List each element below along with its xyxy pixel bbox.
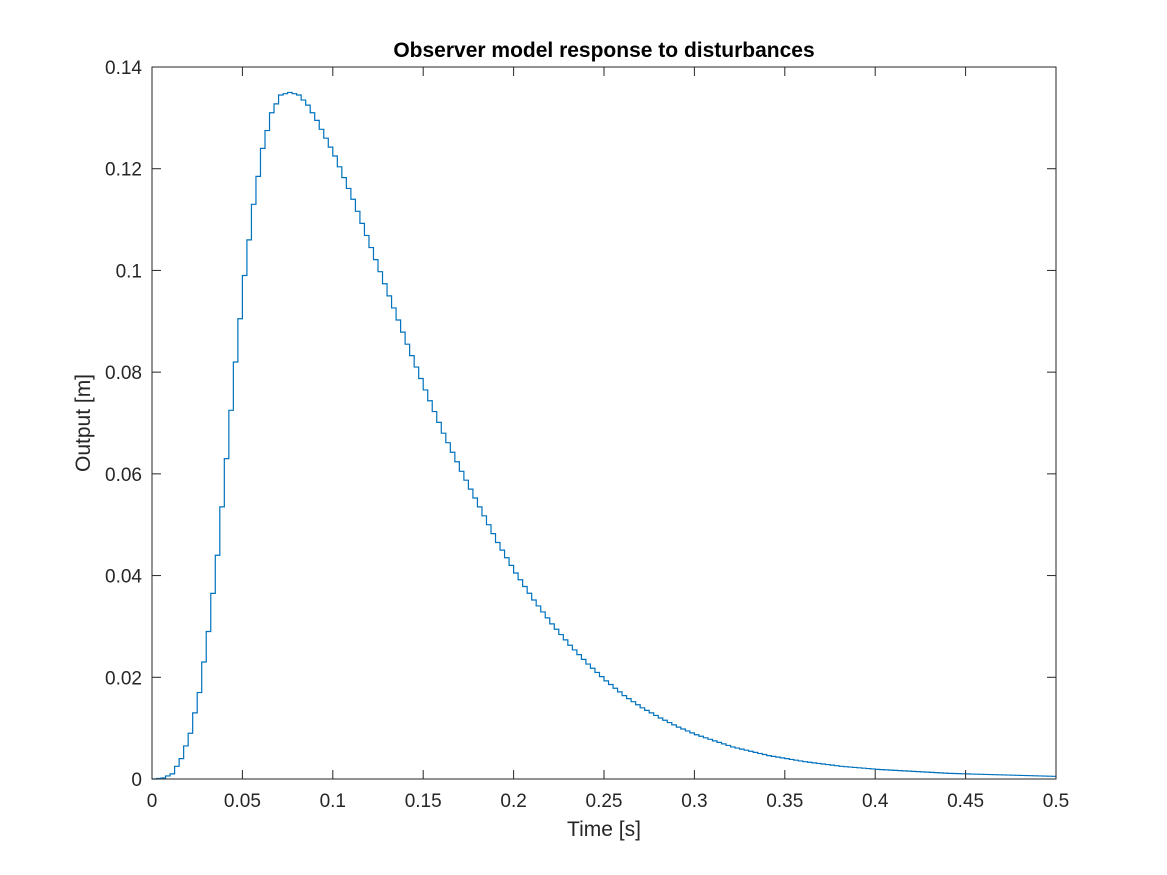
x-tick-label: 0.5 <box>1043 791 1069 812</box>
x-tick-label: 0.25 <box>586 791 623 812</box>
chart-title: Observer model response to disturbances <box>393 39 814 62</box>
y-tick-label: 0.04 <box>105 567 142 588</box>
x-tick-label: 0.1 <box>320 791 346 812</box>
x-tick-label: 0.45 <box>947 791 984 812</box>
x-axis: 0 0.05 0.1 0.15 0.2 0.25 0.3 0.35 0.4 0.45 0.5 <box>147 67 1069 812</box>
x-axis-label: Time [s] <box>567 818 641 841</box>
x-tick-label: 0.15 <box>405 791 442 812</box>
y-tick-label: 0.14 <box>105 58 142 79</box>
y-tick-label: 0.12 <box>105 160 142 181</box>
y-tick-label: 0.02 <box>105 668 142 689</box>
y-tick-label: 0 <box>131 770 142 791</box>
axes-box <box>151 66 1057 780</box>
plot-area <box>151 66 1057 780</box>
x-tick-label: 0.2 <box>500 791 526 812</box>
x-tick-label: 0.35 <box>766 791 803 812</box>
x-tick-label: 0.3 <box>681 791 707 812</box>
y-tick-label: 0.08 <box>105 363 142 384</box>
y-axis: 0 0.02 0.04 0.06 0.08 0.1 0.12 0.14 <box>105 58 1056 791</box>
y-tick-label: 0.06 <box>105 465 142 486</box>
x-tick-label: 0 <box>147 791 158 812</box>
y-tick-label: 0.1 <box>116 261 142 282</box>
y-axis-label: Output [m] <box>72 374 95 472</box>
x-tick-label: 0.4 <box>862 791 889 812</box>
series-line <box>152 91 1057 780</box>
x-tick-label: 0.05 <box>224 791 261 812</box>
